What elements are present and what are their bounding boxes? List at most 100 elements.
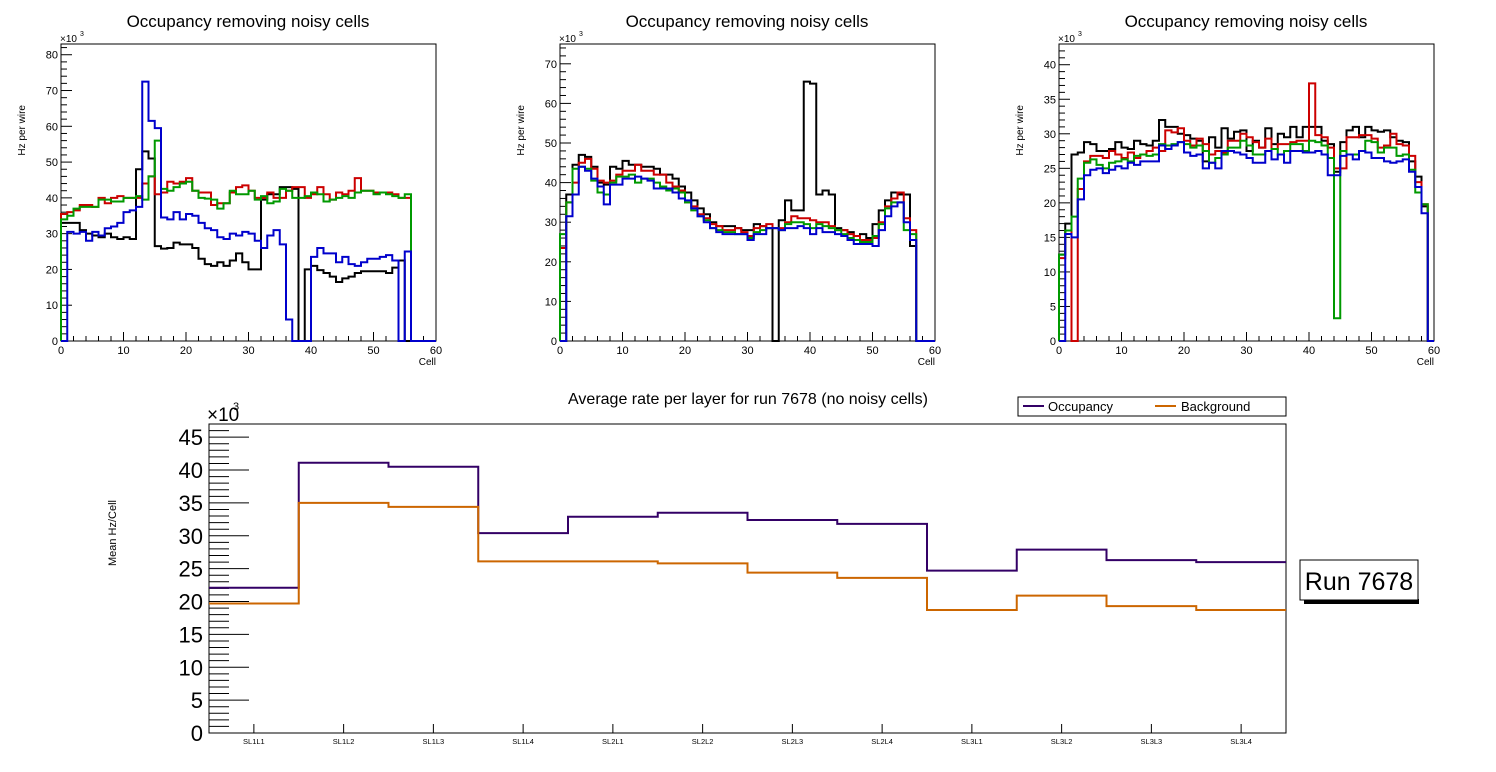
panel-2-multiplier-base: ×10 bbox=[559, 34, 576, 45]
x-tick-label: 30 bbox=[1240, 345, 1252, 357]
x-tick-label: 30 bbox=[741, 345, 753, 357]
y-tick-label: 0 bbox=[191, 721, 203, 746]
x-tick-label: 20 bbox=[679, 345, 691, 357]
y-tick-label: 0 bbox=[551, 336, 557, 348]
histogram-layer-1 bbox=[1058, 118, 1434, 342]
y-tick-label: 20 bbox=[46, 264, 58, 276]
x-tick-label: 0 bbox=[1056, 345, 1062, 357]
x-category-label: SL2L1 bbox=[602, 737, 624, 746]
x-category-label: SL2L3 bbox=[782, 737, 804, 746]
panel-3-multiplier-base: ×10 bbox=[1058, 34, 1075, 45]
x-category-label: SL1L1 bbox=[243, 737, 265, 746]
histogram-layer-4 bbox=[61, 80, 436, 342]
y-tick-label: 30 bbox=[1044, 129, 1056, 141]
panel-3-xlabel: Cell bbox=[1417, 357, 1434, 368]
panel-1-multiplier: ×10 3 bbox=[60, 31, 84, 45]
x-category-label: SL1L3 bbox=[423, 737, 445, 746]
histogram-layer-1 bbox=[60, 150, 436, 342]
histogram-layer-4 bbox=[1059, 141, 1434, 342]
x-tick-label: 20 bbox=[180, 345, 192, 357]
average-rate-multiplier-base: ×10 bbox=[207, 405, 239, 426]
x-tick-label: 40 bbox=[305, 345, 317, 357]
run-label-text: Run 7678 bbox=[1305, 568, 1413, 596]
y-tick-label: 70 bbox=[46, 86, 58, 98]
histogram-panel-1: Occupancy removing noisy cells Hz per wi… bbox=[17, 12, 442, 368]
y-tick-label: 60 bbox=[46, 121, 58, 133]
histogram-layer-2 bbox=[1058, 82, 1434, 342]
y-tick-label: 25 bbox=[1044, 163, 1056, 175]
y-tick-label: 20 bbox=[179, 590, 203, 615]
y-tick-label: 30 bbox=[46, 229, 58, 241]
panel-1-multiplier-base: ×10 bbox=[60, 34, 77, 45]
y-tick-label: 40 bbox=[179, 458, 203, 483]
plot-frame bbox=[1058, 43, 1435, 342]
panel-2-ylabel: Hz per wire bbox=[516, 105, 527, 156]
histogram-panel-3: Occupancy removing noisy cells Hz per wi… bbox=[1015, 12, 1440, 368]
y-tick-label: 15 bbox=[179, 622, 203, 647]
y-tick-label: 5 bbox=[1050, 301, 1056, 313]
y-tick-label: 70 bbox=[545, 59, 557, 71]
y-tick-label: 0 bbox=[52, 336, 58, 348]
panel-3-plot-area: 0 5 10 15 20 25 30 35 40 0 10 20 30 40 50 60 bbox=[1044, 43, 1440, 357]
y-tick-label: 30 bbox=[545, 217, 557, 229]
average-rate-plot-area: 0 5 10 15 20 25 30 35 40 45 SL1L1 SL1L2 SL1L3 SL1L4 SL… bbox=[179, 423, 1287, 746]
y-tick-label: 25 bbox=[179, 557, 203, 582]
y-tick-label: 20 bbox=[1044, 198, 1056, 210]
histogram-layer-4 bbox=[560, 165, 935, 342]
y-tick-label: 40 bbox=[1044, 60, 1056, 72]
x-tick-label: 60 bbox=[430, 345, 442, 357]
average-rate-title: Average rate per layer for run 7678 (no … bbox=[568, 391, 928, 408]
panel-1-title: Occupancy removing noisy cells bbox=[127, 12, 370, 31]
run-label-shadow bbox=[1304, 599, 1419, 604]
histogram-layer-2 bbox=[60, 175, 436, 342]
y-tick-label: 10 bbox=[1044, 267, 1056, 279]
y-tick-label: 20 bbox=[545, 257, 557, 269]
x-tick-label: 10 bbox=[1115, 345, 1127, 357]
panel-3-ylabel: Hz per wire bbox=[1015, 105, 1026, 156]
x-tick-label: 60 bbox=[1428, 345, 1440, 357]
run-label-frame bbox=[1299, 559, 1419, 601]
panel-3-title: Occupancy removing noisy cells bbox=[1125, 12, 1368, 31]
run-label-box: Run 7678 bbox=[1299, 559, 1419, 604]
panel-1-multiplier-exp: 3 bbox=[80, 31, 84, 38]
x-tick-label: 20 bbox=[1178, 345, 1190, 357]
panel-2-multiplier-exp: 3 bbox=[579, 31, 583, 38]
x-tick-label: 40 bbox=[1303, 345, 1315, 357]
x-tick-label: 0 bbox=[557, 345, 563, 357]
legend-occupancy-label: Occupancy bbox=[1048, 399, 1114, 414]
x-category-label: SL3L4 bbox=[1230, 737, 1252, 746]
y-tick-label: 5 bbox=[191, 688, 203, 713]
series-line-background bbox=[209, 501, 1286, 612]
average-rate-multiplier: ×10 3 bbox=[207, 401, 239, 426]
panel-2-title: Occupancy removing noisy cells bbox=[626, 12, 869, 31]
x-tick-label: 50 bbox=[367, 345, 379, 357]
histogram-layer-3 bbox=[1058, 139, 1434, 342]
legend: Occupancy Background bbox=[1017, 396, 1287, 417]
plot-frame bbox=[208, 423, 1287, 734]
panel-3-multiplier-exp: 3 bbox=[1078, 31, 1082, 38]
x-tick-label: 50 bbox=[866, 345, 878, 357]
plot-frame bbox=[559, 43, 936, 342]
average-rate-panel: Average rate per layer for run 7678 (no … bbox=[107, 391, 1419, 746]
panel-1-ylabel: Hz per wire bbox=[17, 105, 28, 156]
x-category-label: SL1L4 bbox=[512, 737, 534, 746]
histogram-panel-2: Occupancy removing noisy cells Hz per wi… bbox=[516, 12, 941, 368]
histogram-layer-3 bbox=[559, 165, 935, 342]
x-tick-label: 30 bbox=[242, 345, 254, 357]
y-tick-label: 45 bbox=[179, 425, 203, 450]
x-category-label: SL2L2 bbox=[692, 737, 714, 746]
y-tick-label: 10 bbox=[46, 300, 58, 312]
legend-background-label: Background bbox=[1181, 399, 1250, 414]
y-tick-label: 15 bbox=[1044, 232, 1056, 244]
average-rate-multiplier-exp: 3 bbox=[233, 401, 239, 413]
panel-2-plot-area: 0 10 20 30 40 50 60 70 0 10 20 30 40 50 60 bbox=[545, 43, 941, 357]
x-category-label: SL3L1 bbox=[961, 737, 983, 746]
average-rate-ylabel: Mean Hz/Cell bbox=[107, 500, 119, 566]
panel-2-xlabel: Cell bbox=[918, 357, 935, 368]
y-tick-label: 50 bbox=[46, 157, 58, 169]
x-tick-label: 50 bbox=[1365, 345, 1377, 357]
x-tick-label: 40 bbox=[804, 345, 816, 357]
y-tick-label: 80 bbox=[46, 50, 58, 62]
y-tick-label: 50 bbox=[545, 138, 557, 150]
